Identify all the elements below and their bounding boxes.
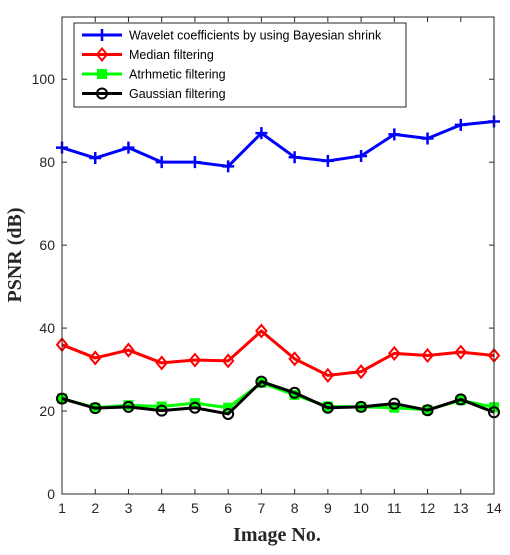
- legend-label: Atrhmetic filtering: [129, 68, 226, 82]
- x-tick-label: 14: [486, 500, 502, 516]
- y-tick-label: 40: [39, 320, 55, 336]
- series-1-line: [61, 120, 495, 168]
- series-2-point-9: [321, 367, 335, 383]
- x-tick-label: 9: [324, 500, 332, 516]
- chart-legend: Wavelet coefficients by using Bayesian s…: [73, 22, 407, 108]
- legend-entry-1: Wavelet coefficients by using Bayesian s…: [82, 29, 382, 43]
- series-4-point-7: [255, 375, 268, 388]
- series-1: [56, 115, 500, 173]
- series-1-point-10: [355, 149, 368, 162]
- x-tick-label: 1: [58, 500, 66, 516]
- series-1-point-6: [222, 160, 235, 173]
- legend-swatch-marker: [95, 46, 109, 63]
- legend-entry-2: Median filtering: [82, 46, 214, 63]
- x-tick-label: 2: [91, 500, 99, 516]
- x-tick-label: 5: [191, 500, 199, 516]
- legend-entry-3: Atrhmetic filtering: [82, 68, 226, 82]
- series-1-point-8: [288, 151, 301, 164]
- series-4-point-2: [89, 402, 102, 415]
- x-tick-label: 8: [291, 500, 299, 516]
- legend-label: Wavelet coefficients by using Bayesian s…: [129, 29, 382, 43]
- x-axis-label: Image No.: [233, 524, 321, 546]
- series-2-point-4: [155, 355, 168, 371]
- legend-swatch-marker: [96, 29, 108, 41]
- series-2-point-6: [221, 353, 235, 369]
- series-2-point-2: [88, 350, 102, 366]
- series-1-point-3: [122, 141, 135, 154]
- x-tick-label: 4: [158, 500, 166, 516]
- legend-swatch-marker: [96, 87, 108, 100]
- legend-label: Gaussian filtering: [129, 87, 226, 101]
- series-1-point-2: [89, 152, 102, 165]
- legend-swatch-marker: [97, 69, 107, 79]
- x-tick-label: 11: [387, 500, 402, 516]
- chart-marks: [55, 115, 501, 420]
- x-tick-label: 10: [353, 500, 369, 516]
- y-axis-label: PSNR (dB): [4, 207, 26, 302]
- series-4-point-11: [388, 397, 401, 410]
- series-1-point-5: [188, 156, 201, 169]
- series-2: [55, 323, 501, 383]
- series-2-point-11: [388, 345, 401, 361]
- y-tick-label: 80: [39, 154, 55, 170]
- plot-frame: [61, 16, 495, 495]
- series-4-point-12: [421, 404, 434, 417]
- x-tick-label: 13: [453, 500, 469, 516]
- series-1-point-9: [321, 154, 334, 167]
- x-tick-label: 6: [224, 500, 232, 516]
- series-4-point-5: [188, 401, 201, 414]
- legend-entry-4: Gaussian filtering: [82, 87, 226, 101]
- x-tick-label: 12: [420, 500, 436, 516]
- series-2-point-7: [255, 323, 268, 339]
- x-tick-label: 3: [125, 500, 133, 516]
- series-1-point-4: [155, 156, 168, 169]
- series-4-point-8: [288, 386, 301, 399]
- series-1-point-12: [421, 132, 434, 145]
- series-4: [56, 375, 500, 420]
- series-2-point-8: [288, 351, 301, 367]
- series-4-point-3: [122, 400, 135, 413]
- y-tick-label: 0: [47, 486, 55, 502]
- y-tick-label: 20: [39, 403, 55, 419]
- legend-label: Median filtering: [129, 48, 214, 62]
- y-tick-label: 60: [39, 237, 55, 253]
- series-4-point-6: [222, 407, 235, 420]
- y-tick-label: 100: [32, 71, 56, 87]
- x-tick-label: 7: [257, 500, 265, 516]
- series-4-point-9: [321, 401, 334, 414]
- series-2-point-13: [454, 344, 468, 360]
- series-4-point-4: [155, 404, 168, 417]
- series-1-point-7: [255, 127, 268, 140]
- series-2-point-5: [188, 352, 202, 368]
- series-2-point-10: [354, 364, 368, 380]
- series-2-point-3: [122, 342, 135, 358]
- series-4-point-13: [454, 393, 467, 406]
- series-1-point-11: [388, 128, 401, 141]
- series-4-point-10: [355, 400, 368, 413]
- series-1-point-13: [454, 118, 467, 131]
- legend-box: [73, 22, 407, 108]
- series-2-point-12: [421, 347, 434, 364]
